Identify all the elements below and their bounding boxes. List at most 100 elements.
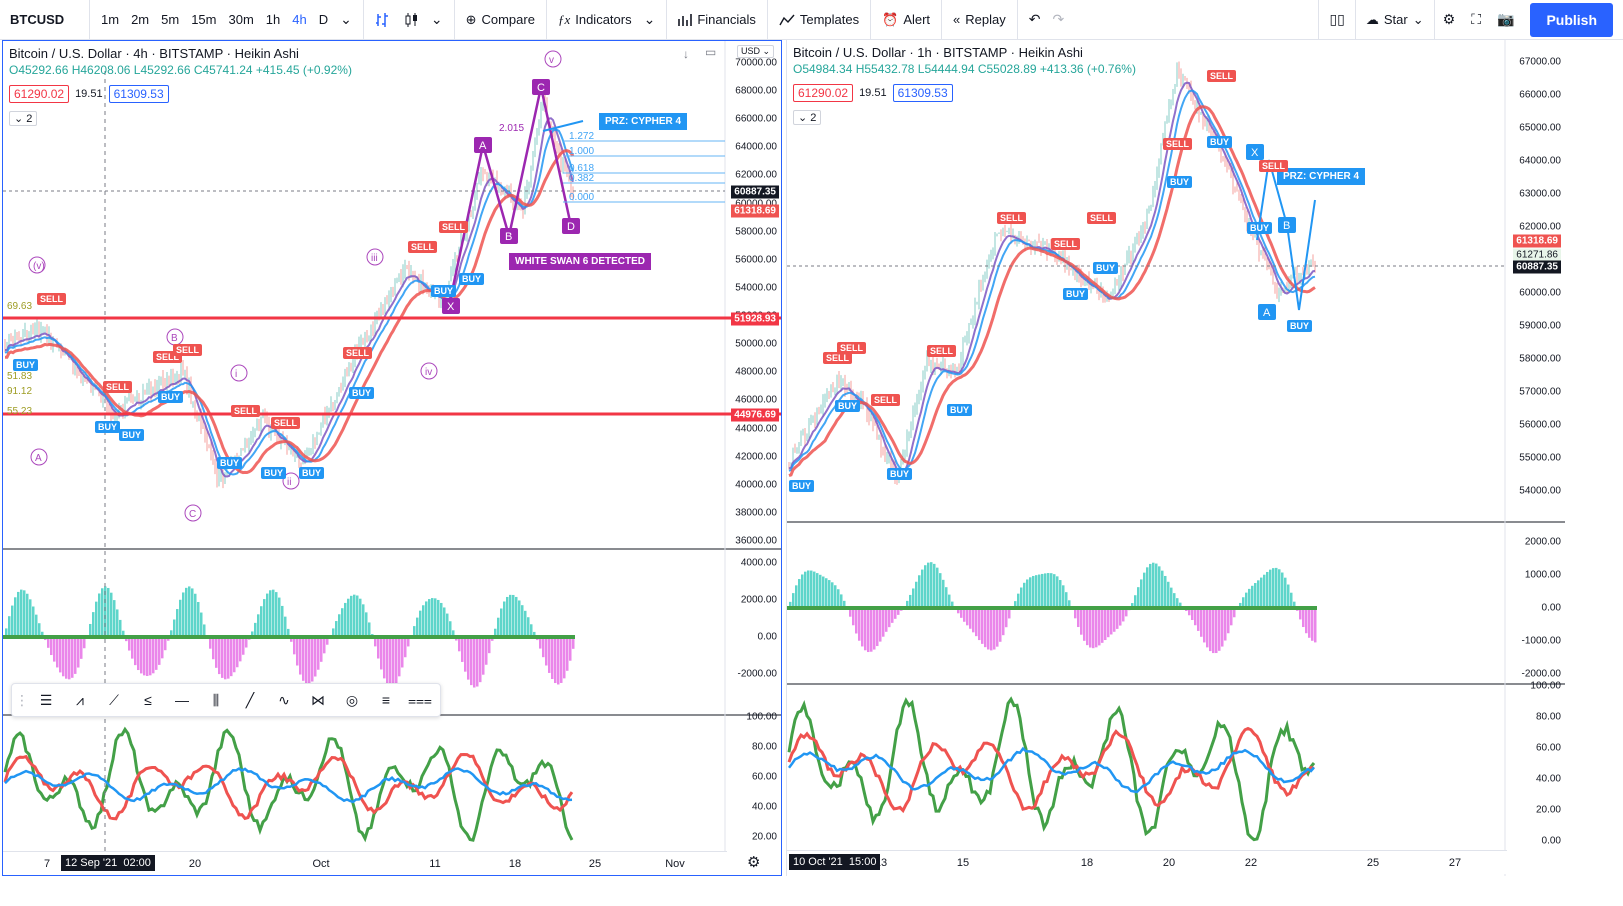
candle-chart-type-icon[interactable] — [398, 8, 424, 32]
indicator-collapse-button[interactable]: ⌄ 2 — [9, 111, 38, 126]
alert-button[interactable]: ⏰ Alert — [877, 8, 935, 32]
right-legend: Bitcoin / U.S. Dollar · 1h · BITSTAMP · … — [793, 44, 1136, 78]
histogram-bar — [957, 608, 960, 614]
sell-price-button[interactable]: 61290.02 — [793, 84, 854, 102]
current-price-label: 60887.35 — [1513, 260, 1561, 274]
histogram-bar — [930, 562, 933, 608]
redo-icon[interactable]: ↷ — [1052, 11, 1065, 27]
bar-chart-type-icon[interactable] — [370, 8, 396, 32]
right-chart-panel[interactable]: X B A Bitcoin / U.S. Dollar · 1h · BITSTAM… — [786, 40, 1623, 876]
wave-label: A — [35, 453, 42, 464]
templates-icon — [779, 14, 795, 25]
axis-tick-label: 20.00 — [751, 831, 777, 843]
compare-button[interactable]: ⊕ Compare — [461, 8, 540, 32]
histogram-bar — [960, 608, 963, 618]
layout-icon[interactable]: ▯▯ — [1318, 0, 1354, 40]
left-time-axis[interactable]: 7 12 Sep '21 02:00 20 Oct 11 18 25 Nov — [3, 851, 727, 875]
indicator-collapse-button[interactable]: ⌄ 2 — [793, 110, 822, 125]
indicators-button[interactable]: ƒx Indicators — [553, 8, 637, 32]
interval-2m[interactable]: 2m — [131, 12, 150, 27]
wave-icon[interactable]: ∿ — [278, 691, 290, 708]
buy-price-button[interactable]: 61309.53 — [108, 85, 169, 103]
lines-icon[interactable]: ☰ — [39, 691, 53, 708]
vertical-lines-icon[interactable]: ⫼ — [212, 691, 220, 708]
drag-handle-icon[interactable]: ⋮ — [15, 691, 29, 708]
histogram-bar — [1149, 563, 1152, 608]
horizontal-line-icon[interactable]: — — [175, 692, 189, 708]
prz-cypher-callout[interactable]: PRZ: CYPHER 4 — [1277, 168, 1366, 185]
right-chart-canvas[interactable]: X B A — [787, 40, 1623, 876]
histogram-bar — [987, 608, 990, 650]
settings-gear-icon[interactable]: ⚙ — [1433, 0, 1464, 40]
chevron-down-icon[interactable]: ⌄ — [340, 11, 352, 27]
sell-signal-label: SELL — [439, 221, 469, 233]
interval-15m[interactable]: 15m — [191, 12, 217, 27]
histogram-bar — [1245, 592, 1248, 608]
settings-gear-icon[interactable]: ⚙ — [747, 854, 761, 871]
histogram-bar — [1065, 592, 1068, 608]
axis-tick-label: 2000.00 — [1524, 536, 1561, 548]
templates-button[interactable]: Templates — [774, 8, 864, 31]
histogram-bar — [804, 571, 807, 608]
interval-1h[interactable]: 1h — [265, 12, 281, 27]
histogram-bar — [401, 637, 404, 668]
undo-icon[interactable]: ↶ — [1028, 11, 1041, 27]
scroll-down-icon[interactable]: ↓ — [683, 47, 689, 61]
histogram-bar — [1131, 603, 1134, 608]
histogram-bar — [278, 597, 281, 637]
maximize-icon[interactable]: ▭ — [705, 45, 717, 59]
interval-5m[interactable]: 5m — [161, 12, 180, 27]
symbol-search[interactable]: BTCUSD — [0, 0, 90, 40]
forecast-icon[interactable]: ≡ — [381, 692, 391, 708]
pattern-point-label: X — [1251, 147, 1259, 159]
histogram-bar — [978, 608, 981, 641]
star-button[interactable]: ☁ Star ⌄ — [1354, 0, 1434, 40]
interval-1m[interactable]: 1m — [101, 12, 120, 27]
fib-icon[interactable]: ≤ — [144, 692, 152, 708]
xabcd-icon[interactable]: ⋈ — [311, 691, 325, 708]
prz-cypher-callout[interactable]: PRZ: CYPHER 4 — [599, 113, 688, 130]
buy-price-button[interactable]: 61309.53 — [892, 84, 953, 102]
right-price-axis[interactable]: 67000.00 66000.00 65000.00 64000.00 63000.00… — [1507, 40, 1565, 876]
white-swan-callout[interactable]: WHITE SWAN 6 DETECTED — [509, 253, 652, 270]
right-time-axis[interactable]: 10 Oct '21 15:00 13 15 18 20 22 25 27 — [787, 850, 1507, 874]
histogram-bar — [912, 588, 915, 608]
camera-icon[interactable]: 📷 — [1497, 11, 1515, 27]
pattern-icon[interactable]: ⩘ — [76, 691, 84, 708]
histogram-bar — [296, 637, 299, 666]
sell-signal-label: SELL — [1207, 70, 1237, 82]
histogram-bar — [173, 619, 176, 637]
interval-4h[interactable]: 4h — [292, 12, 307, 27]
ray-icon[interactable]: ╱ — [245, 691, 255, 708]
settings-lines-icon[interactable]: ⩶ — [408, 691, 432, 708]
currency-select[interactable]: USD ⌄ — [737, 45, 775, 58]
wave-circle — [420, 362, 438, 380]
axis-tick-label: 1000.00 — [1524, 569, 1561, 581]
chevron-down-icon[interactable]: ⌄ — [643, 11, 656, 27]
left-price-axis[interactable]: 70000.00 68000.00 66000.00 64000.00 62000.00… — [727, 41, 781, 875]
interval-d[interactable]: D — [318, 12, 329, 27]
publish-button[interactable]: Publish — [1530, 2, 1613, 37]
sell-price-button[interactable]: 61290.02 — [9, 85, 70, 103]
gann-icon[interactable]: ◎ — [345, 691, 359, 708]
cursor-hour: 15:00 — [848, 856, 877, 868]
chevron-down-icon[interactable]: ⌄ — [430, 11, 443, 27]
sell-signal-label: SELL — [37, 293, 67, 305]
histogram-bar — [530, 624, 533, 637]
financials-button[interactable]: Financials — [673, 8, 761, 31]
pattern-point-label: A — [479, 140, 487, 152]
fullscreen-icon[interactable]: ⛶ — [1471, 11, 1481, 27]
moving-average-line — [788, 89, 1316, 472]
buy-signal-label: BUY — [217, 457, 243, 469]
histogram-bar — [335, 621, 338, 637]
interval-30m[interactable]: 30m — [228, 12, 254, 27]
replay-button[interactable]: « Replay — [948, 8, 1011, 31]
trend-line-icon[interactable]: ⟋ — [109, 691, 119, 708]
axis-tick-label: 20.00 — [1535, 804, 1561, 816]
histogram-bar — [1104, 608, 1107, 641]
histogram-bar — [572, 637, 575, 649]
histogram-bar — [374, 637, 377, 647]
axis-tick-label: -1000.00 — [1521, 635, 1561, 647]
